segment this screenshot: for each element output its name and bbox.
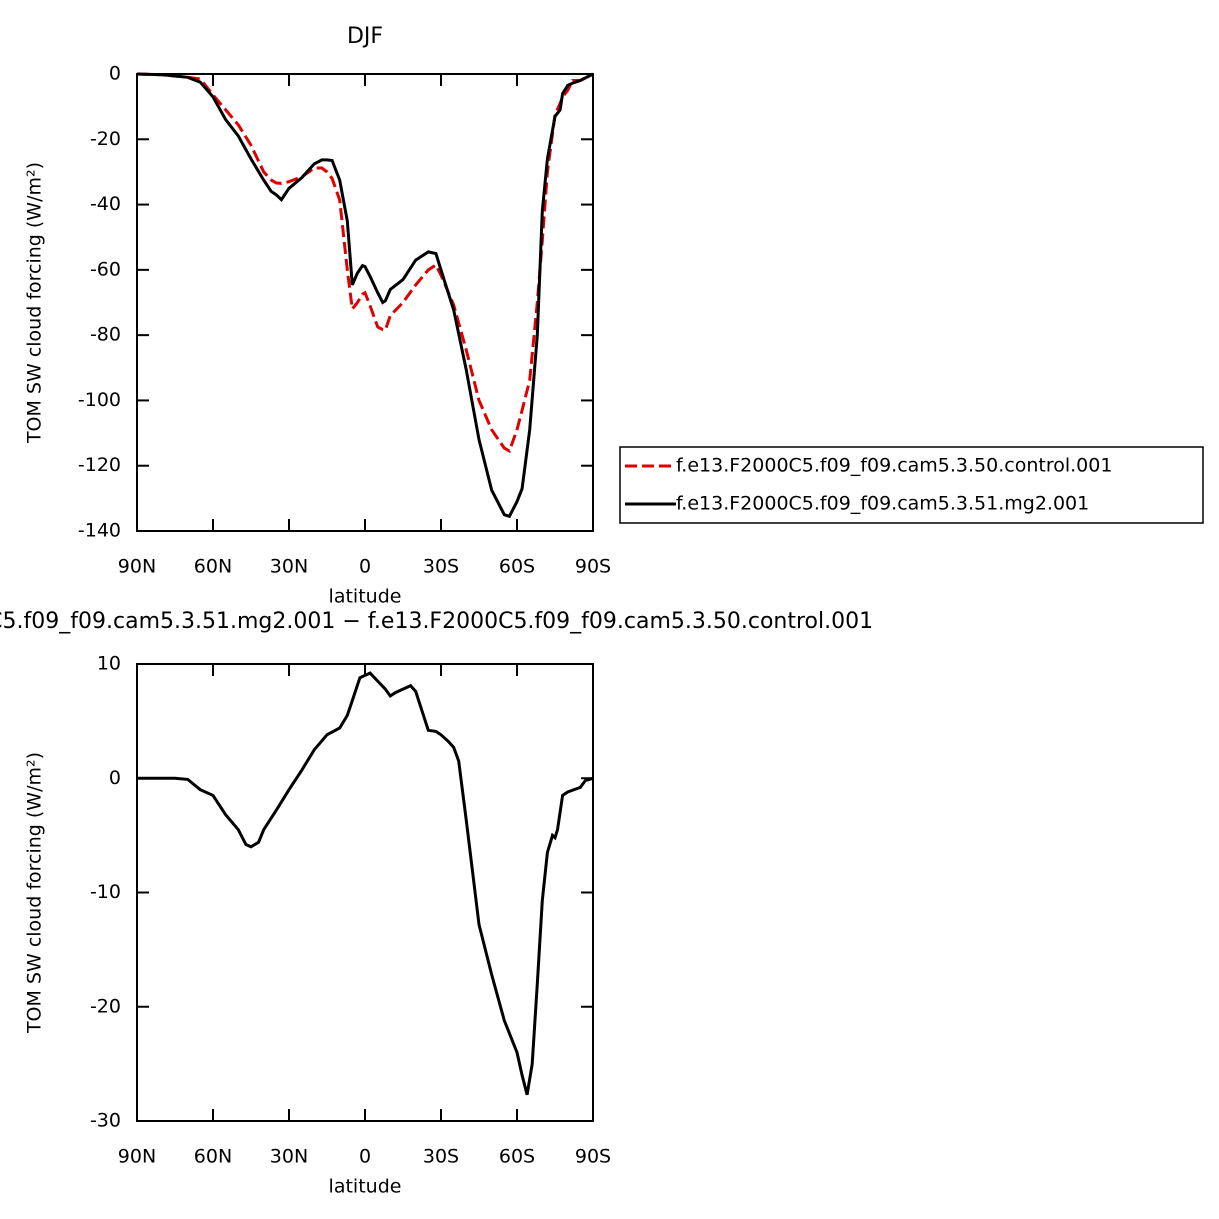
x-tick-label: 60S [499,556,535,578]
x-tick-label: 60S [499,1146,535,1168]
y-tick-label: -40 [90,193,121,215]
y-tick-label: -100 [78,389,121,411]
y-axis-label: TOM SW cloud forcing (W/m²) [24,752,46,1034]
plot-frame [136,663,594,1122]
plot-frame [136,73,594,532]
legend-box [619,446,1204,524]
series-line [136,72,594,454]
x-axis-label: latitude [329,586,402,608]
x-tick-label: 90N [118,556,156,578]
y-tick-label: -80 [90,324,121,346]
x-tick-label: 0 [359,1146,371,1168]
chart-title: f.e13.F2000C5.f09_f09.cam5.3.51.mg2.001 … [0,609,873,634]
y-tick-label: -140 [78,520,121,542]
y-tick-label: -20 [90,128,121,150]
y-axis-label: TOM SW cloud forcing (W/m²) [24,162,46,444]
y-tick-label: -20 [90,995,121,1017]
x-tick-label: 60N [194,1146,232,1168]
y-tick-label: -10 [90,881,121,903]
y-tick-label: -60 [90,258,121,280]
x-tick-label: 30S [423,1146,459,1168]
y-tick-label: 0 [109,767,121,789]
series-line [136,72,594,519]
x-tick-label: 90S [575,1146,611,1168]
y-tick-label: 10 [97,653,121,675]
legend-label: f.e13.F2000C5.f09_f09.cam5.3.50.control.… [676,455,1112,477]
x-tick-label: 90N [118,1146,156,1168]
y-tick-label: -30 [90,1110,121,1132]
x-tick-label: 30S [423,556,459,578]
chart-title: DJF [347,24,383,49]
series-line [137,671,594,1096]
x-axis-label: latitude [329,1176,402,1198]
x-tick-label: 30N [270,1146,308,1168]
legend-label: f.e13.F2000C5.f09_f09.cam5.3.51.mg2.001 [676,493,1089,515]
x-tick-label: 0 [359,556,371,578]
y-tick-label: -120 [78,454,121,476]
x-tick-label: 30N [270,556,308,578]
y-tick-label: 0 [109,63,121,85]
x-tick-label: 60N [194,556,232,578]
x-tick-label: 90S [575,556,611,578]
